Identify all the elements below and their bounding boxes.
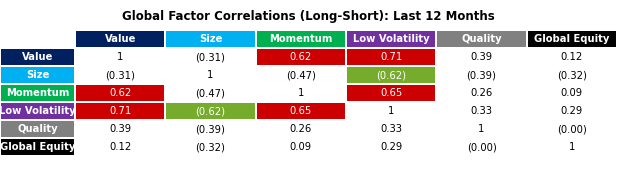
Bar: [1, 67, 74, 83]
Bar: [347, 67, 436, 83]
Text: (0.00): (0.00): [557, 124, 587, 134]
Text: Size: Size: [199, 34, 222, 44]
Text: (0.62): (0.62): [196, 106, 225, 116]
Bar: [1, 49, 74, 65]
Text: 0.62: 0.62: [109, 88, 131, 98]
Text: (0.31): (0.31): [196, 52, 225, 62]
Text: Global Equity: Global Equity: [534, 34, 610, 44]
Text: 0.71: 0.71: [380, 52, 402, 62]
Text: Global Equity: Global Equity: [0, 142, 75, 152]
Text: Quality: Quality: [17, 124, 58, 134]
Text: (0.39): (0.39): [466, 70, 497, 80]
Bar: [347, 49, 436, 65]
Bar: [1, 103, 74, 119]
Bar: [76, 85, 164, 101]
Bar: [76, 31, 164, 47]
Text: 1: 1: [117, 52, 123, 62]
Text: 0.29: 0.29: [561, 106, 583, 116]
Text: 0.26: 0.26: [290, 124, 312, 134]
Text: 0.65: 0.65: [290, 106, 312, 116]
Text: 0.39: 0.39: [470, 52, 492, 62]
Text: 0.29: 0.29: [380, 142, 402, 152]
Text: 1: 1: [388, 106, 394, 116]
Text: (0.32): (0.32): [196, 142, 225, 152]
Text: 0.62: 0.62: [290, 52, 312, 62]
Text: Low Volatility: Low Volatility: [353, 34, 429, 44]
Text: 0.09: 0.09: [561, 88, 583, 98]
Bar: [76, 103, 164, 119]
Text: (0.00): (0.00): [466, 142, 496, 152]
Text: Quality: Quality: [461, 34, 502, 44]
Text: Value: Value: [22, 52, 53, 62]
Text: 1: 1: [478, 124, 485, 134]
Text: Value: Value: [104, 34, 136, 44]
Text: Low Volatility: Low Volatility: [0, 106, 76, 116]
Text: Momentum: Momentum: [6, 88, 69, 98]
Text: 0.12: 0.12: [109, 142, 131, 152]
Bar: [1, 139, 74, 155]
Text: 1: 1: [207, 70, 213, 80]
Text: 0.71: 0.71: [109, 106, 131, 116]
Text: 1: 1: [569, 142, 575, 152]
Text: 0.39: 0.39: [109, 124, 131, 134]
Text: (0.47): (0.47): [196, 88, 225, 98]
Text: (0.47): (0.47): [286, 70, 316, 80]
Bar: [1, 121, 74, 137]
Text: 0.12: 0.12: [561, 52, 583, 62]
Bar: [347, 31, 436, 47]
Text: 0.33: 0.33: [471, 106, 492, 116]
Bar: [347, 85, 436, 101]
Text: (0.32): (0.32): [557, 70, 587, 80]
Bar: [167, 103, 255, 119]
Bar: [257, 103, 345, 119]
Text: Size: Size: [26, 70, 49, 80]
Text: 0.26: 0.26: [470, 88, 492, 98]
Text: 0.33: 0.33: [380, 124, 402, 134]
Bar: [257, 49, 345, 65]
Text: Momentum: Momentum: [269, 34, 333, 44]
Text: (0.39): (0.39): [196, 124, 225, 134]
Text: 1: 1: [297, 88, 304, 98]
Text: 0.65: 0.65: [380, 88, 402, 98]
Bar: [437, 31, 526, 47]
Text: 0.09: 0.09: [290, 142, 312, 152]
Text: (0.62): (0.62): [376, 70, 406, 80]
Bar: [1, 85, 74, 101]
Bar: [528, 31, 616, 47]
Bar: [167, 31, 255, 47]
Text: Global Factor Correlations (Long-Short): Last 12 Months: Global Factor Correlations (Long-Short):…: [122, 10, 495, 23]
Bar: [257, 31, 345, 47]
Text: (0.31): (0.31): [106, 70, 135, 80]
